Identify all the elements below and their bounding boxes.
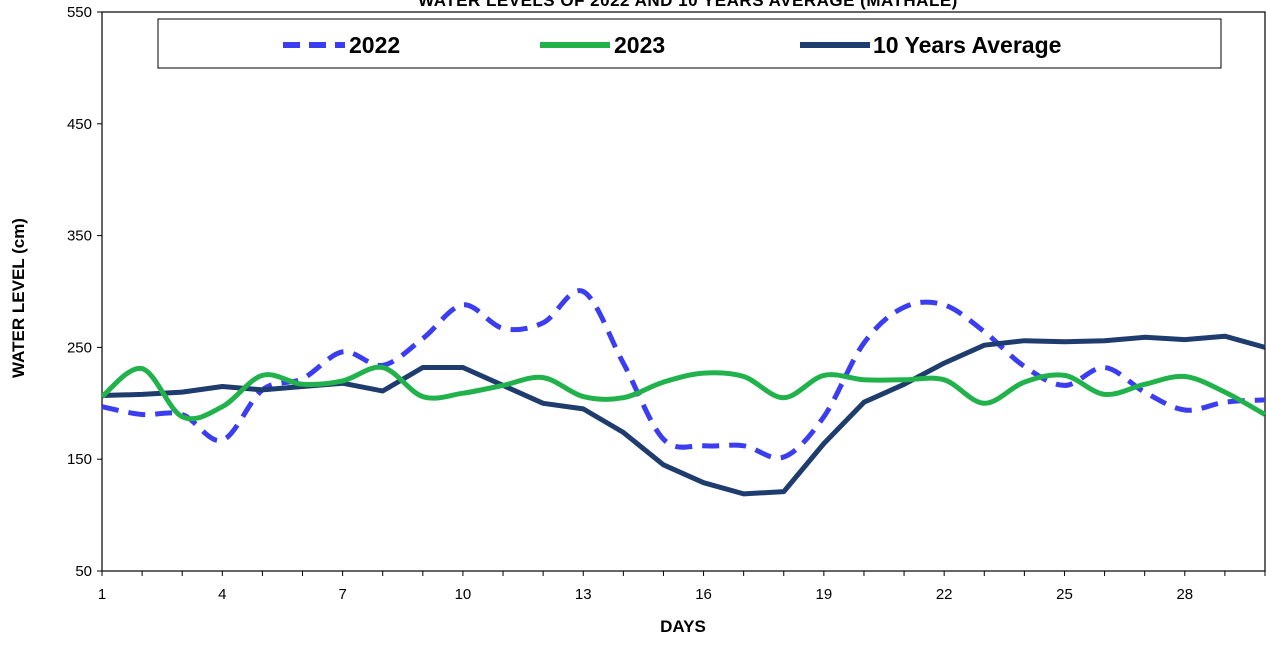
series-2022-line (101, 288, 1266, 461)
legend-label: 2022 (349, 32, 400, 58)
y-axis: 50 150 250 350 450 550 (67, 4, 102, 580)
y-tick-label: 450 (67, 116, 92, 133)
plot-area (101, 11, 1266, 572)
x-axis-title: DAYS (660, 617, 706, 636)
y-axis-title: WATER LEVEL (cm) (9, 218, 28, 378)
y-tick-label: 350 (67, 228, 92, 245)
legend-label: 2023 (614, 32, 665, 58)
series-layer (100, 288, 1266, 497)
x-tick-label: 16 (695, 586, 712, 603)
y-tick-label: 550 (67, 4, 92, 21)
x-tick-label: 19 (816, 586, 833, 603)
y-tick-label: 150 (67, 451, 92, 468)
legend-label: 10 Years Average (873, 32, 1061, 58)
series-2023-line (100, 364, 1266, 422)
x-tick-label: 13 (575, 586, 592, 603)
x-tick-label: 10 (455, 586, 472, 603)
y-tick-label: 250 (67, 339, 92, 356)
x-tick-label: 7 (338, 586, 346, 603)
chart-title: WATER LEVELS OF 2022 AND 10 YEARS AVERAG… (418, 0, 958, 10)
x-tick-label: 25 (1056, 586, 1073, 603)
y-tick-label: 50 (75, 563, 92, 580)
x-tick-label: 1 (98, 586, 106, 603)
series-10-years-average-line (101, 333, 1266, 497)
x-tick-label: 28 (1176, 586, 1193, 603)
legend: 2022 2023 10 Years Average (157, 18, 1222, 69)
x-tick-label: 22 (936, 586, 953, 603)
x-axis: 1 4 7 10 13 16 19 22 25 28 (98, 571, 1266, 603)
x-tick-label: 4 (218, 586, 226, 603)
